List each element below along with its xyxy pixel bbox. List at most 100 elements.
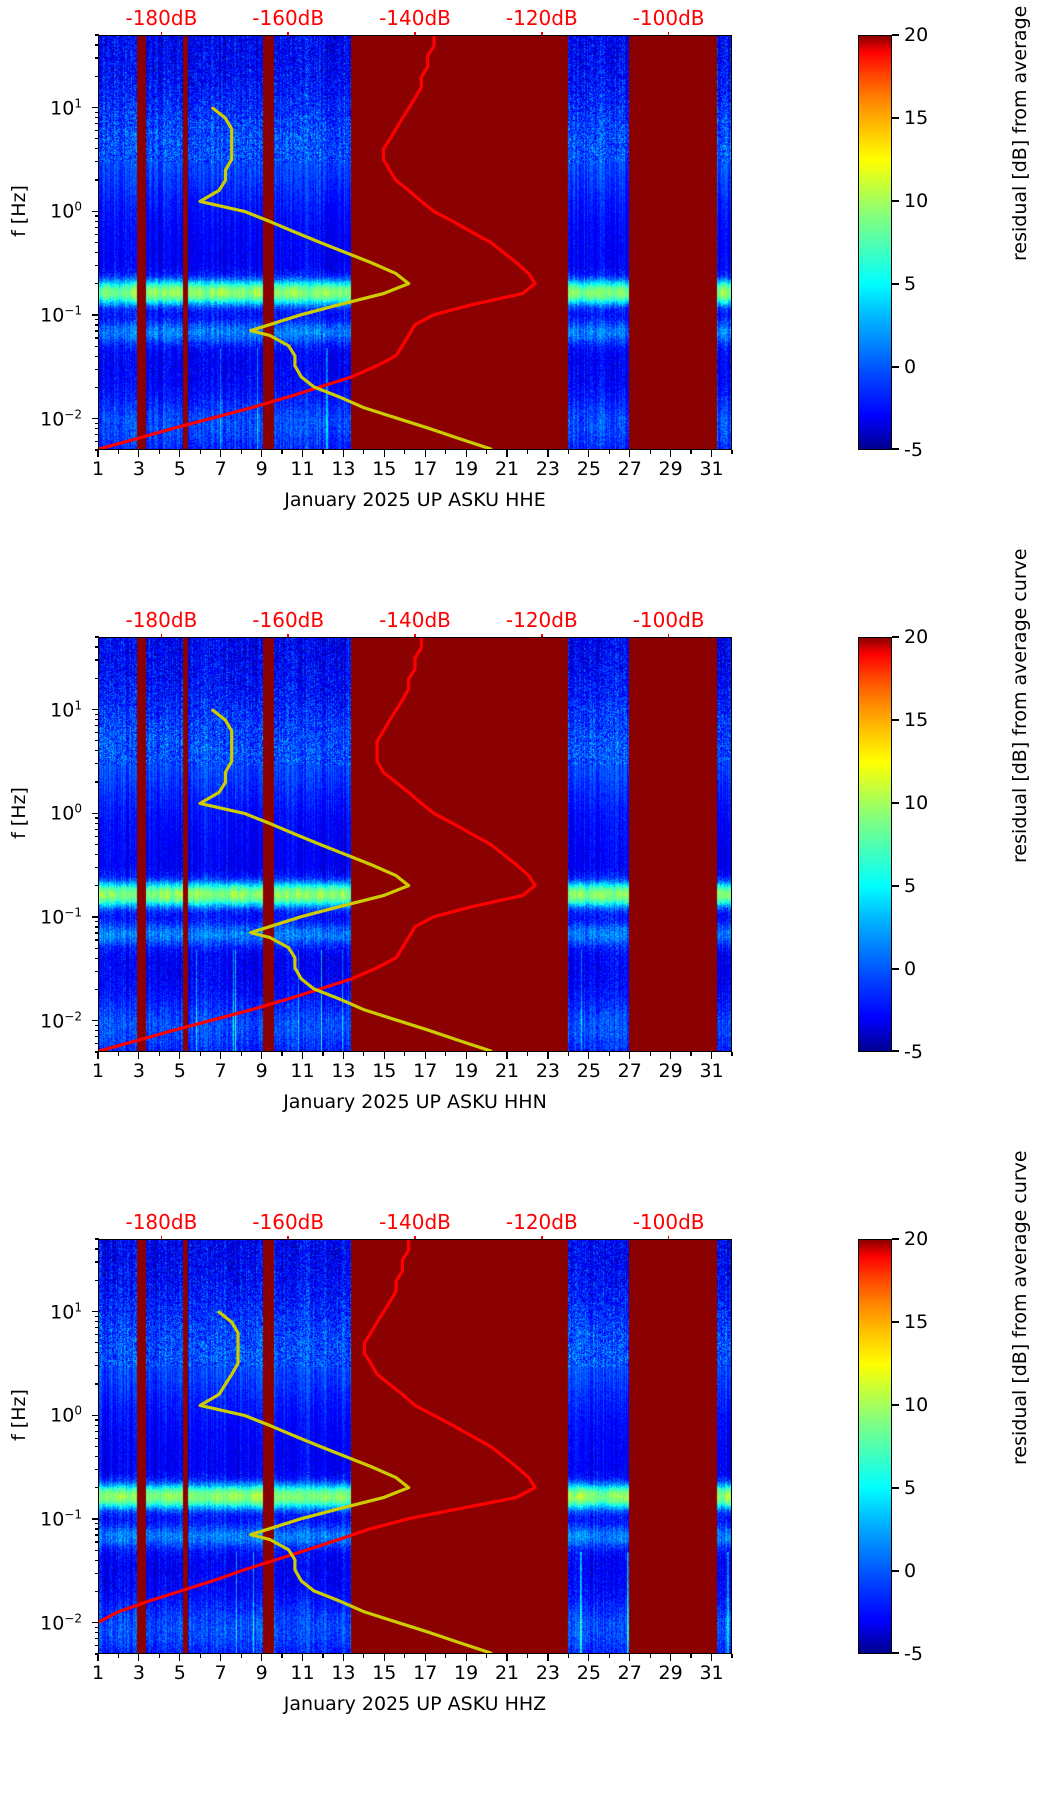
spectrogram-canvas: [99, 36, 731, 449]
x-minor-tick: [485, 1052, 488, 1056]
colorbar-tick: [892, 1487, 899, 1489]
y-minor-tick: [95, 853, 99, 856]
x-tick-label: 27: [617, 458, 642, 480]
y-minor-tick: [95, 970, 99, 972]
x-minor-tick: [363, 1654, 365, 1658]
x-major-tick: [588, 450, 590, 457]
colorbar-tick-label: 10: [904, 1394, 929, 1416]
x-minor-tick: [445, 1654, 447, 1658]
y-minor-tick: [95, 1541, 99, 1543]
colorbar-tick: [892, 34, 899, 36]
y-minor-tick: [95, 434, 99, 436]
colorbar-tick: [892, 1404, 899, 1406]
x-major-tick: [97, 1052, 99, 1059]
x-tick-label: 1: [91, 1060, 105, 1082]
y-minor-tick: [95, 1424, 99, 1426]
panel-hhe: -180dB -160dB -140dB -120dB -100dB 10−2 10−1 1…: [0, 0, 1052, 602]
colorbar-tick-label: 0: [904, 958, 917, 980]
x-tick-label: 5: [173, 458, 186, 480]
top-db-axis-hhe: -180dB -160dB -140dB -120dB -100dB: [98, 6, 732, 41]
x-major-tick: [547, 1052, 549, 1059]
x-minor-tick: [404, 1052, 406, 1056]
colorbar-hhz: [858, 1239, 892, 1654]
x-tick-label: 1: [91, 458, 105, 480]
y-minor-tick: [95, 1315, 99, 1317]
x-major-tick: [424, 1654, 426, 1661]
y-tick-label: 10−2: [40, 407, 82, 431]
x-minor-tick: [526, 1654, 529, 1658]
x-tick-label: 19: [454, 1662, 479, 1684]
x-ticks-hhe: [97, 450, 733, 458]
x-tick-label: 29: [658, 1662, 683, 1684]
y-minor-tick: [95, 161, 99, 163]
y-major-tick: [92, 1622, 99, 1624]
x-minor-tick: [322, 1052, 324, 1056]
y-minor-tick: [95, 957, 99, 959]
colorbar-tick-labels-hhn: -5 0 5 10 15 20: [900, 626, 950, 1063]
x-major-tick: [97, 450, 99, 457]
top-db-tick-label: -160dB: [252, 608, 325, 632]
x-tick-label: 13: [331, 1060, 356, 1082]
colorbar-tick-label: 5: [904, 1477, 917, 1499]
x-tick-label: 31: [699, 1060, 724, 1082]
x-tick-label: 21: [494, 1662, 520, 1684]
top-db-tick-label: -120dB: [505, 1210, 578, 1234]
y-tick-label: 101: [50, 697, 82, 722]
x-minor-tick: [158, 1654, 160, 1658]
spectrogram-axes-hhz: [98, 1239, 732, 1654]
noise-model-curve: [99, 638, 535, 1051]
y-minor-tick: [95, 1043, 99, 1045]
x-tick-label: 11: [290, 458, 315, 480]
x-major-tick: [138, 450, 140, 457]
top-db-tick-label: -160dB: [252, 6, 325, 30]
x-major-tick: [506, 1654, 508, 1661]
x-major-tick: [220, 1654, 222, 1661]
y-minor-tick: [95, 215, 99, 217]
y-minor-tick: [95, 1455, 99, 1458]
colorbar-title-hhe: residual [dB] from average curve: [1009, 0, 1031, 261]
x-minor-tick: [322, 450, 324, 454]
colorbar-tick-label: 0: [904, 356, 917, 378]
y-minor-tick: [95, 659, 99, 661]
panel-hhz: -180dB -160dB -140dB -120dB -100dB 10−2 10−1 1…: [0, 1150, 1052, 1806]
y-minor-tick: [95, 1445, 99, 1448]
top-db-tick-label: -100dB: [632, 1210, 705, 1234]
x-major-tick: [220, 450, 222, 457]
y-major-tick: [92, 106, 99, 109]
y-ticks-hhe: [91, 34, 99, 451]
y-minor-tick: [95, 646, 99, 648]
x-major-tick: [588, 1052, 590, 1059]
y-tick-label: 101: [50, 95, 82, 120]
x-major-tick: [261, 1654, 263, 1661]
x-tick-label: 29: [658, 1060, 683, 1082]
y-minor-tick: [95, 1549, 99, 1551]
x-major-tick: [261, 450, 263, 457]
y-minor-tick: [95, 251, 99, 254]
y-major-tick: [92, 1020, 99, 1022]
x-minor-tick: [649, 1052, 651, 1056]
colorbar-tick-label: 5: [904, 875, 917, 897]
y-minor-tick: [95, 835, 99, 837]
y-minor-tick: [95, 345, 99, 347]
y-minor-tick: [95, 233, 99, 235]
x-major-tick: [138, 1654, 140, 1661]
noise-model-curve: [99, 36, 535, 449]
y-minor-tick: [95, 843, 99, 846]
colorbar-tick-label: 5: [904, 273, 917, 295]
curve-overlay: [99, 1240, 731, 1653]
x-minor-tick: [690, 1654, 692, 1658]
y-minor-tick: [95, 677, 99, 679]
colorbar-tick: [892, 1321, 899, 1323]
spectrogram-axes-hhn: [98, 637, 732, 1052]
x-minor-tick: [404, 450, 406, 454]
y-minor-tick: [95, 449, 99, 451]
y-minor-tick: [95, 781, 99, 783]
x-tick-label: 9: [255, 458, 268, 480]
y-major-tick: [92, 314, 99, 316]
x-minor-tick: [199, 450, 201, 454]
colorbar-tick: [892, 1570, 899, 1572]
x-major-tick: [588, 1654, 590, 1661]
x-tick-label: 3: [132, 1060, 145, 1082]
x-minor-tick: [485, 1654, 488, 1658]
x-major-tick: [179, 1654, 181, 1661]
